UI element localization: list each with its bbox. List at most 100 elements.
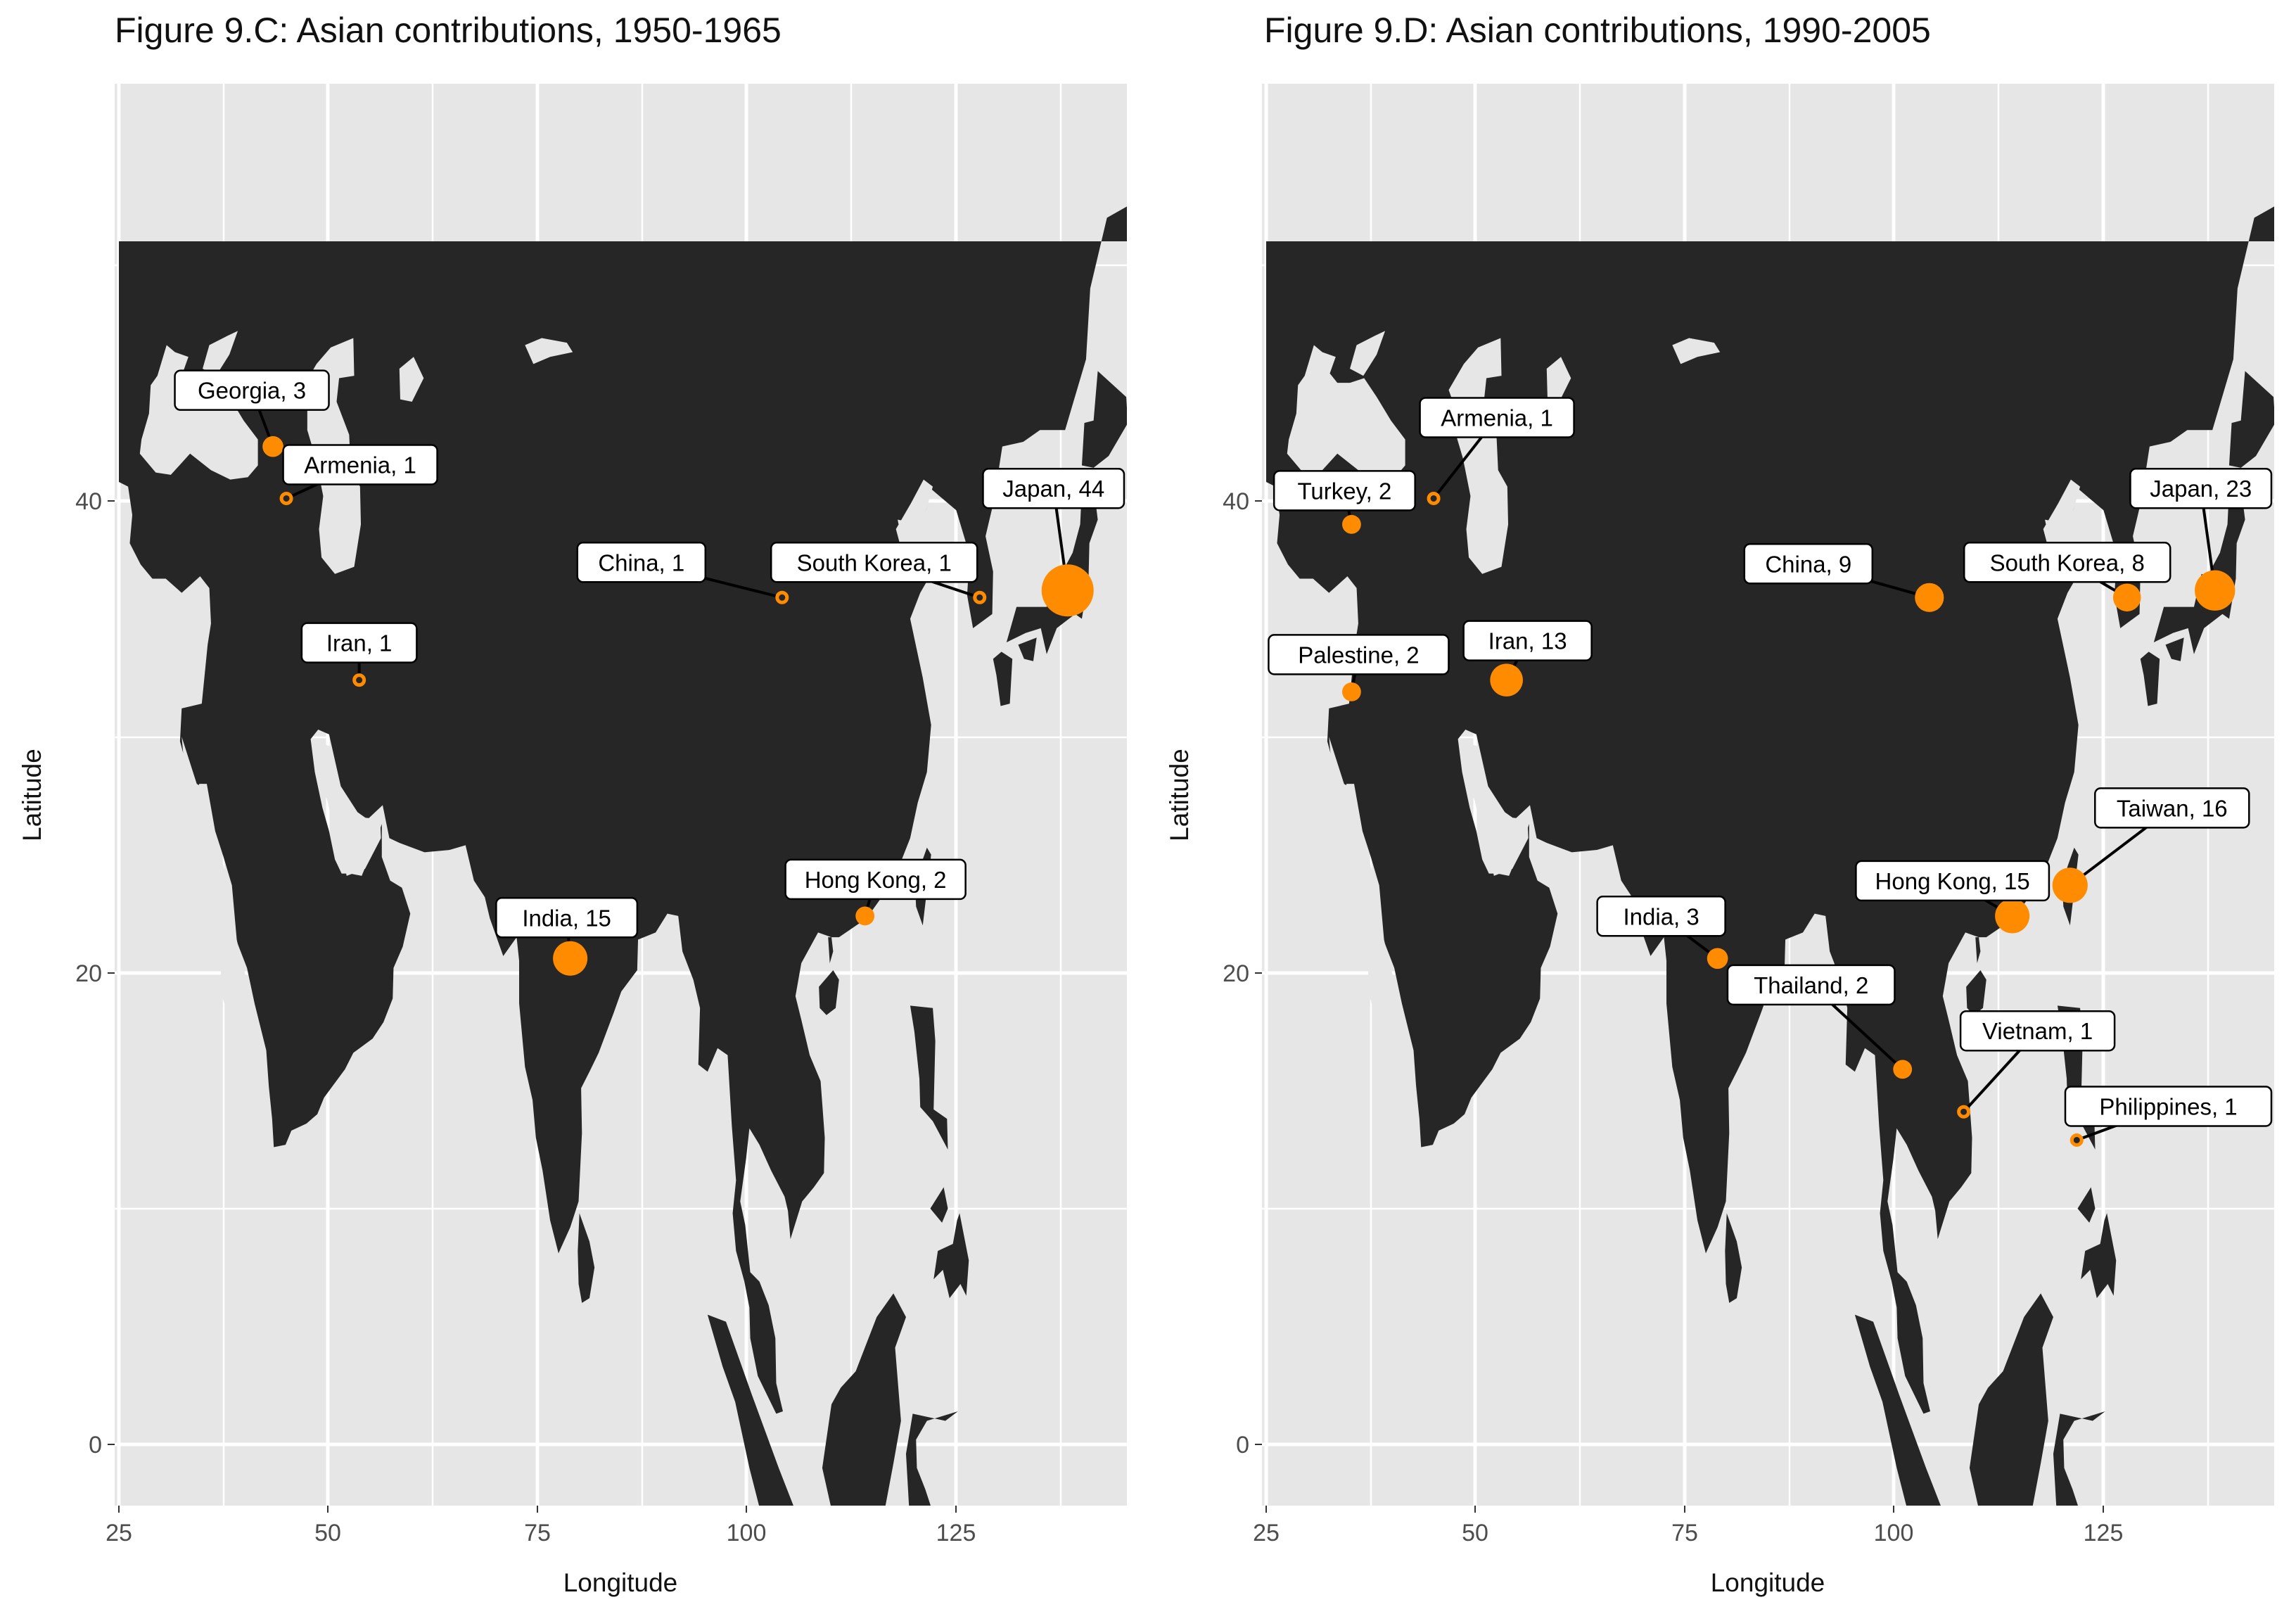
point-label: South Korea, 8	[1990, 549, 2145, 576]
point-label: Thailand, 2	[1754, 972, 1868, 998]
point-label: China, 1	[598, 549, 684, 576]
label-box	[982, 467, 1125, 509]
label-box	[1963, 542, 2171, 583]
point-label: India, 15	[522, 905, 611, 931]
contribution-marker	[352, 673, 366, 687]
map-point-thailand: Thailand, 2	[1726, 964, 1913, 1079]
panel-d-y-axis: 40 20 0 Latitude	[1165, 488, 1262, 1458]
panel-d-points: Armenia, 1 Turkey, 2 Palestine, 2 Iran, 13 C…	[1268, 397, 2273, 1147]
panel-d-x-axis: 25 50 75 100 125 Longitude	[1253, 1506, 2123, 1597]
y-axis-title: Latitude	[18, 749, 46, 841]
contribution-marker	[2052, 867, 2088, 903]
y-tick-label: 20	[75, 960, 102, 987]
map-point-india: India, 15	[495, 897, 639, 976]
point-label: India, 3	[1624, 903, 1699, 929]
map-point-palestine: Palestine, 2	[1268, 634, 1450, 701]
point-label: Philippines, 1	[2099, 1093, 2237, 1119]
point-label: Hong Kong, 2	[805, 867, 947, 893]
map-point-china: China, 1	[576, 542, 789, 604]
contribution-marker	[1490, 663, 1523, 697]
label-box	[1273, 470, 1416, 511]
y-axis-title: Latitude	[1165, 749, 1194, 841]
label-box	[1419, 397, 1575, 438]
label-box	[1855, 860, 2051, 902]
y-tick-label: 40	[1223, 488, 1249, 515]
point-label: Georgia, 3	[198, 378, 306, 404]
contribution-marker	[775, 590, 789, 604]
panel-c-title: Figure 9.C: Asian contributions, 1950-19…	[115, 11, 782, 50]
y-tick-label: 40	[75, 488, 102, 515]
contribution-marker	[973, 590, 987, 604]
point-label: Japan, 23	[2150, 476, 2252, 502]
map-point-philippines: Philippines, 1	[2064, 1086, 2273, 1147]
map-point-south-korea: South Korea, 8	[1963, 542, 2171, 612]
label-box	[282, 444, 438, 485]
map-point-south-korea: South Korea, 1	[770, 542, 987, 604]
x-tick-label: 75	[524, 1520, 551, 1546]
point-label: Vietnam, 1	[1982, 1018, 2093, 1044]
label-box	[174, 369, 330, 411]
x-tick-label: 100	[1874, 1520, 1914, 1546]
contribution-marker	[2112, 583, 2141, 612]
panel-c-y-axis: 40 20 0 Latitude	[18, 488, 115, 1458]
contribution-marker	[1427, 491, 1441, 505]
map-point-hong-kong: Hong Kong, 15	[1855, 860, 2051, 934]
x-axis-title: Longitude	[563, 1568, 678, 1597]
map-point-japan: Japan, 44	[982, 467, 1125, 617]
panel-c-map: Georgia, 3 Armenia, 1 Iran, 1 China, 1 South…	[18, 84, 1127, 1597]
point-label: Armenia, 1	[1441, 405, 1553, 431]
contribution-marker	[2195, 570, 2236, 611]
x-tick-label: 125	[2084, 1520, 2124, 1546]
contribution-marker	[1342, 682, 1361, 701]
x-tick-label: 50	[1462, 1520, 1488, 1546]
y-tick-label: 0	[1236, 1432, 1249, 1458]
x-tick-label: 125	[936, 1520, 976, 1546]
label-box	[1268, 634, 1450, 675]
label-box	[1596, 896, 1726, 937]
label-box	[2064, 1086, 2273, 1127]
point-label: Iran, 1	[326, 630, 393, 656]
map-point-georgia: Georgia, 3	[174, 369, 330, 457]
x-axis-title: Longitude	[1711, 1568, 1825, 1597]
map-point-india: India, 3	[1596, 896, 1728, 970]
contribution-marker	[279, 491, 293, 505]
contribution-marker	[1957, 1105, 1971, 1119]
contribution-marker	[1915, 583, 1944, 612]
map-point-turkey: Turkey, 2	[1273, 470, 1416, 534]
contribution-marker	[1342, 514, 1361, 534]
contribution-marker	[262, 436, 283, 457]
map-point-armenia: Armenia, 1	[1419, 397, 1575, 505]
panel-c-x-axis: 25 50 75 100 125 Longitude	[106, 1506, 976, 1597]
contribution-marker	[1893, 1060, 1913, 1079]
point-label: Palestine, 2	[1298, 642, 1419, 668]
label-box	[1959, 1010, 2116, 1052]
point-label: Japan, 44	[1002, 476, 1104, 502]
label-box	[576, 542, 707, 583]
panel-d-title: Figure 9.D: Asian contributions, 1990-20…	[1264, 11, 1931, 50]
point-label: Armenia, 1	[304, 452, 416, 478]
point-label: Hong Kong, 15	[1875, 868, 2030, 894]
contribution-marker	[1041, 564, 1094, 617]
label-box	[770, 542, 978, 583]
map-point-iran: Iran, 13	[1462, 620, 1593, 697]
map-point-iran: Iran, 1	[300, 622, 418, 687]
contribution-marker	[1707, 948, 1728, 970]
y-tick-label: 0	[89, 1432, 102, 1458]
point-label: South Korea, 1	[797, 549, 952, 576]
contribution-marker	[1995, 898, 2030, 934]
x-tick-label: 25	[1253, 1520, 1280, 1546]
label-box	[1462, 620, 1593, 661]
point-label: Taiwan, 16	[2117, 795, 2228, 821]
panel-c-points: Georgia, 3 Armenia, 1 Iran, 1 China, 1 South…	[174, 369, 1125, 976]
x-tick-label: 25	[106, 1520, 132, 1546]
x-tick-label: 50	[314, 1520, 341, 1546]
label-box	[495, 897, 639, 939]
map-point-armenia: Armenia, 1	[279, 444, 438, 505]
map-point-taiwan: Taiwan, 16	[2052, 787, 2250, 903]
contribution-marker	[855, 906, 875, 926]
panel-d-map: Armenia, 1 Turkey, 2 Palestine, 2 Iran, 13 C…	[1165, 84, 2274, 1597]
point-label: China, 9	[1765, 551, 1851, 577]
point-label: Turkey, 2	[1297, 478, 1391, 504]
x-tick-label: 75	[1671, 1520, 1698, 1546]
